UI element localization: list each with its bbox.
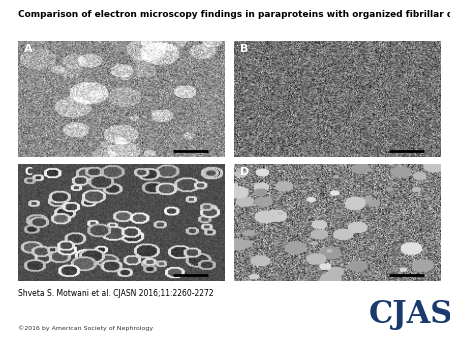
Text: CJASN: CJASN [369, 299, 450, 330]
Text: Comparison of electron microscopy findings in paraproteins with organized fibril: Comparison of electron microscopy findin… [18, 10, 450, 19]
Text: B: B [240, 44, 248, 54]
Text: Shveta S. Motwani et al. CJASN 2016;11:2260-2272: Shveta S. Motwani et al. CJASN 2016;11:2… [18, 289, 214, 298]
Text: ©2016 by American Society of Nephrology: ©2016 by American Society of Nephrology [18, 325, 153, 331]
Text: A: A [24, 44, 33, 54]
Text: C: C [24, 167, 32, 177]
Text: D: D [240, 167, 249, 177]
